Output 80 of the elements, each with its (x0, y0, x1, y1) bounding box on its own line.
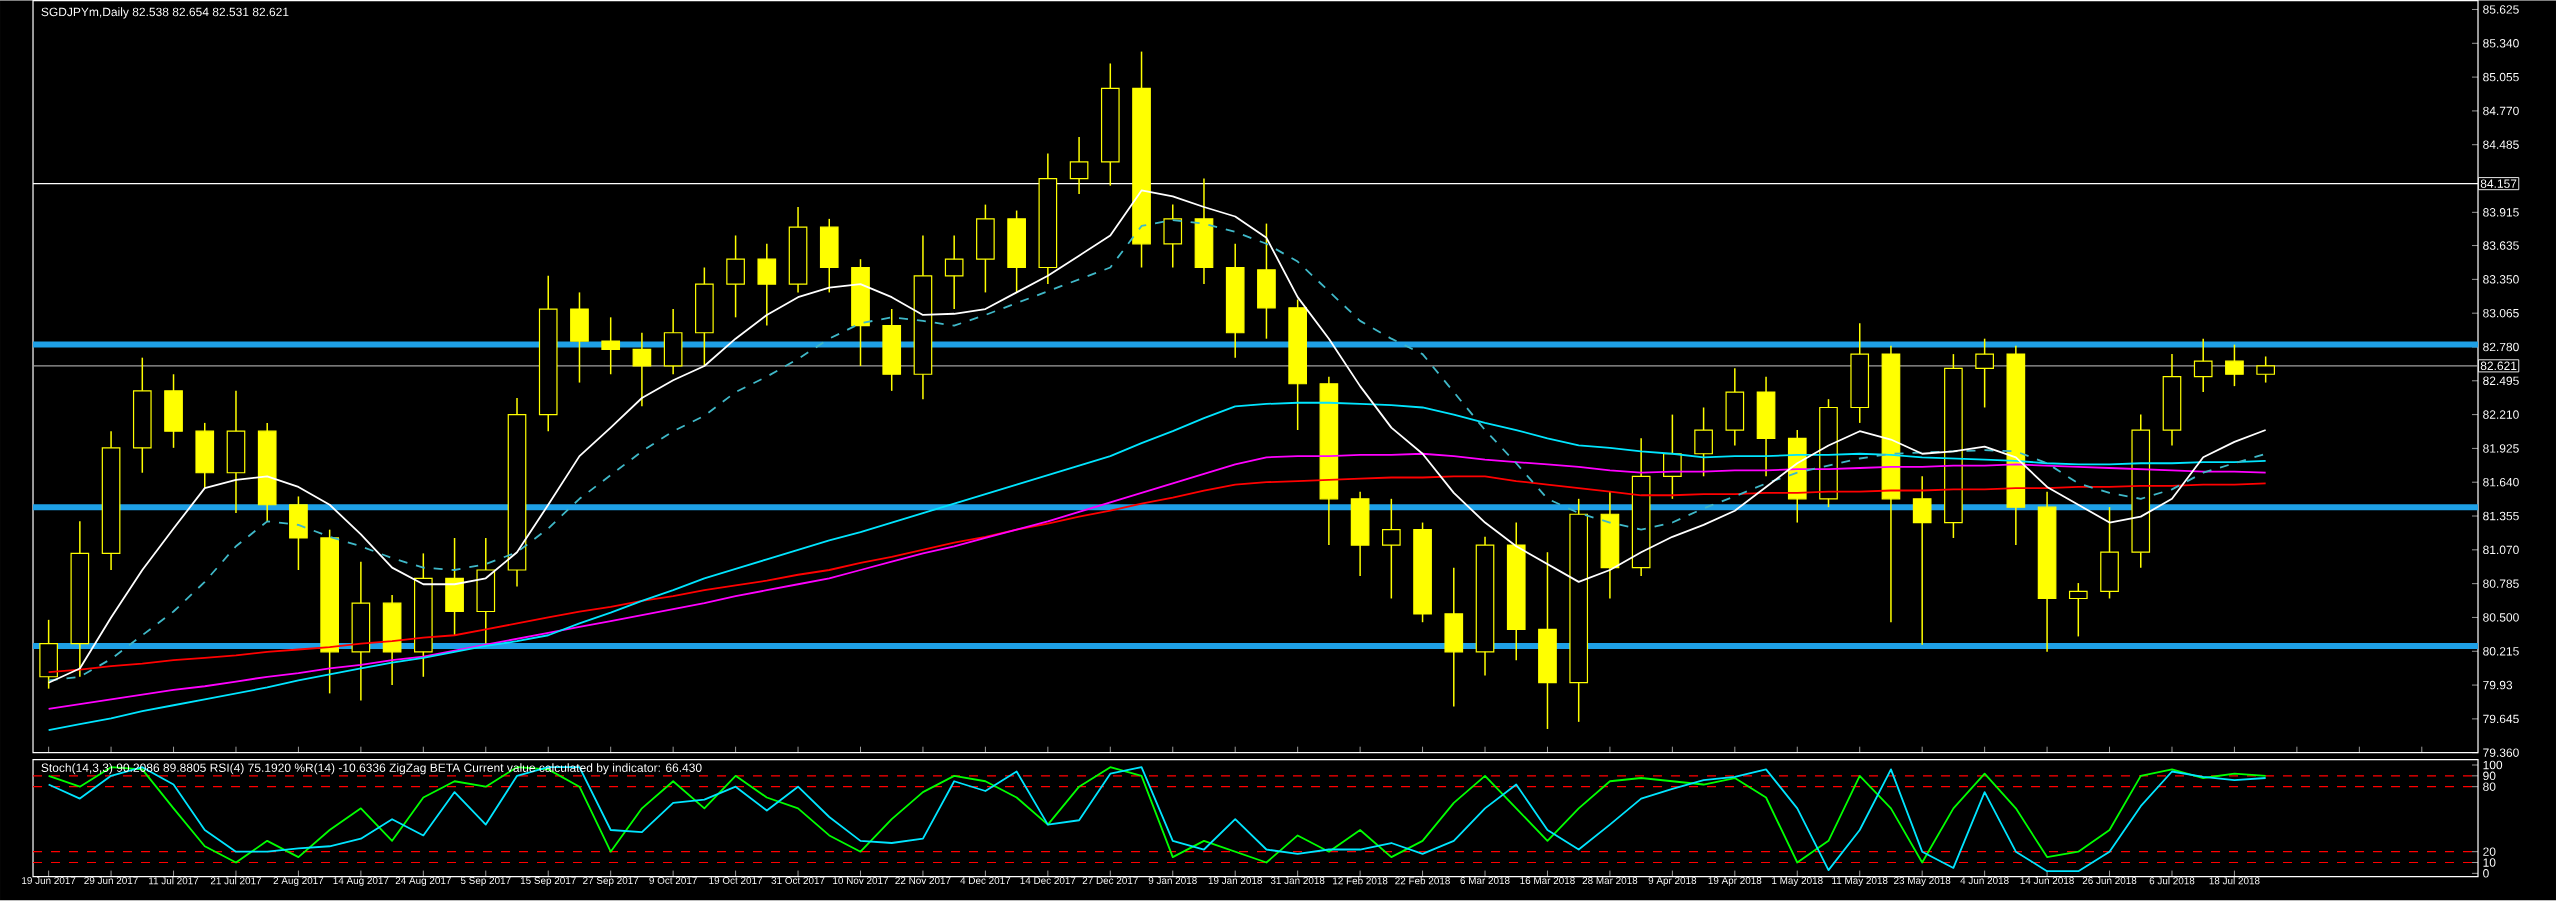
y-tick-label: 79.645 (2483, 714, 2519, 724)
x-tick-label: 2 Aug 2017 (273, 877, 324, 887)
x-tick-label: 24 Aug 2017 (395, 877, 451, 887)
y-tick-label: 83.350 (2483, 275, 2519, 284)
x-tick-label: 28 Mar 2018 (1582, 877, 1638, 885)
candlestick (632, 332, 652, 408)
x-tick-label: 26 Jun 2018 (2082, 877, 2137, 885)
ref-line-label: 84.157 (2480, 179, 2517, 189)
candlestick (1663, 414, 1682, 500)
y-tick-label: 85.625 (2483, 5, 2519, 14)
y-tick-label: 80.215 (2483, 647, 2519, 656)
y-tick-label: 84.485 (2483, 140, 2519, 150)
y-tick-label: 20 (2483, 847, 2496, 857)
x-tick-label: 27 Dec 2017 (1082, 877, 1138, 885)
candlestick (1694, 406, 1713, 478)
candlestick (2068, 582, 2088, 638)
x-tick-label: 10 Nov 2017 (833, 877, 889, 885)
y-tick-label: 79.93 (2483, 681, 2513, 690)
x-tick-label: 4 Jun 2018 (1960, 877, 2009, 885)
x-tick-label: 31 Jan 2018 (1270, 877, 1325, 885)
x-tick-label: 15 Sep 2017 (520, 877, 576, 887)
y-tick-label: 0 (2483, 869, 2489, 878)
x-tick-label: 23 May 2018 (1894, 877, 1951, 887)
y-tick-label: 83.635 (2483, 241, 2519, 250)
y-tick-label: 84.770 (2483, 106, 2519, 116)
text: SGDJPYm,Daily 82.538 82.654 82.531 82.621 (41, 7, 289, 19)
y-tick-label: 83.915 (2483, 208, 2519, 217)
y-tick-label: 81.640 (2483, 478, 2519, 487)
x-tick-label: 27 Sep 2017 (583, 877, 639, 887)
candlestick (2193, 338, 2213, 394)
candlestick (1912, 475, 1932, 646)
x-tick-label: 11 Jul 2017 (149, 877, 199, 885)
x-tick-label: 19 Jun 2017 (22, 877, 76, 885)
x-tick-label: 11 May 2018 (1832, 877, 1888, 887)
candlestick (1069, 136, 1089, 195)
y-tick-label: 81.070 (2483, 545, 2519, 555)
x-tick-label: 18 Jul 2018 (2209, 877, 2260, 885)
y-tick-label: 85.340 (2483, 39, 2519, 48)
candlestick (944, 234, 964, 310)
x-tick-label: 16 Mar 2018 (1520, 877, 1575, 885)
candlestick (601, 316, 621, 376)
candlestick (1381, 498, 1401, 600)
x-tick-label: 9 Jan 2018 (1148, 877, 1197, 885)
x-tick-label: 4 Dec 2017 (960, 877, 1011, 885)
y-tick-label: 81.355 (2483, 511, 2519, 521)
y-tick-label: 80 (2483, 782, 2496, 792)
x-tick-label: 14 Jun 2018 (2020, 877, 2074, 885)
x-tick-label: 22 Feb 2018 (1395, 877, 1450, 885)
y-tick-label: 80.500 (2483, 613, 2519, 622)
x-tick-label: 29 Jun 2017 (84, 877, 138, 885)
x-tick-label: 19 Apr 2018 (1708, 877, 1762, 887)
y-tick-label: 81.925 (2483, 444, 2519, 453)
candlestick (1975, 338, 1994, 409)
x-tick-label: 14 Dec 2017 (1020, 877, 1076, 885)
x-tick-label: 1 May 2018 (1772, 877, 1823, 887)
y-tick-label: 100 (2483, 760, 2503, 770)
x-tick-label: 19 Oct 2017 (709, 877, 763, 885)
y-tick-label: 82.210 (2483, 410, 2519, 420)
x-tick-label: 9 Apr 2018 (1648, 877, 1697, 887)
candlestick (2225, 344, 2244, 388)
y-tick-label: 82.495 (2483, 376, 2519, 386)
y-tick-label: 79.360 (2483, 748, 2519, 758)
x-tick-label: 31 Oct 2017 (771, 877, 825, 885)
candlestick (2256, 355, 2276, 384)
x-tick-label: 14 Aug 2017 (333, 877, 389, 887)
x-tick-label: 5 Sep 2017 (460, 877, 511, 887)
y-tick-label: 80.785 (2483, 579, 2519, 589)
x-tick-label: 21 Jul 2017 (210, 877, 262, 885)
x-tick-label: 6 Jul 2018 (2149, 877, 2195, 885)
x-tick-label: 22 Nov 2017 (895, 877, 951, 885)
y-tick-label: 10 (2483, 858, 2496, 867)
y-tick-label: 82.780 (2483, 342, 2519, 352)
y-tick-label: 90 (2483, 771, 2496, 781)
x-tick-label: 6 Mar 2018 (1460, 877, 1510, 885)
ref-line-label: 82.621 (2480, 361, 2517, 371)
x-tick-label: 19 Jan 2018 (1208, 877, 1263, 885)
y-tick-label: 85.055 (2483, 73, 2519, 82)
x-tick-label: 9 Oct 2017 (649, 877, 697, 885)
x-tick-label: 12 Feb 2018 (1333, 877, 1388, 885)
y-tick-label: 83.065 (2483, 309, 2519, 318)
